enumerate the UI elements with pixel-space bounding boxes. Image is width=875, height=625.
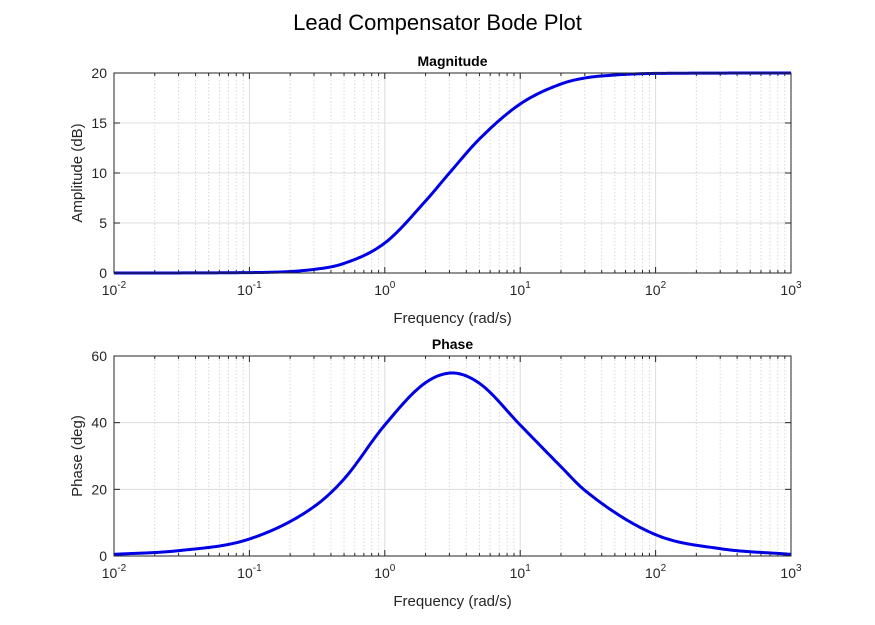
phase-x-tick-label: 10-1 — [237, 563, 262, 581]
phase-y-tick-label: 60 — [91, 348, 107, 364]
phase-y-tick-label: 20 — [91, 481, 107, 497]
phase-x-axis-label: Frequency (rad/s) — [393, 593, 511, 610]
magnitude-y-axis-label: Amplitude (dB) — [69, 123, 86, 222]
magnitude-x-tick-label: 10-1 — [237, 280, 262, 298]
magnitude-panel: 0 5 10 15 20 10-2 10-1 100 101 102 103 Magnitude Fre… — [69, 53, 802, 327]
magnitude-y-tick-label: 15 — [91, 115, 107, 131]
phase-y-axis-label: Phase (deg) — [69, 415, 86, 497]
phase-axes-box — [113, 355, 792, 557]
magnitude-x-tick-label: 101 — [510, 280, 532, 298]
phase-y-tick-label: 40 — [91, 415, 107, 431]
phase-x-tick-label: 100 — [374, 563, 396, 581]
phase-panel: 0 20 40 60 10-2 10-1 100 101 102 103 Phase Frequenc… — [69, 336, 802, 610]
phase-plot-area — [114, 356, 791, 556]
phase-x-tick-label: 103 — [780, 563, 802, 581]
magnitude-x-tick-label: 10-2 — [102, 280, 127, 298]
phase-series-line — [113, 371, 792, 556]
magnitude-y-tick-label: 0 — [99, 265, 107, 281]
magnitude-y-tick-label: 10 — [91, 165, 107, 181]
phase-x-tick-label: 102 — [645, 563, 667, 581]
magnitude-y-tick-label: 5 — [99, 215, 107, 231]
phase-x-tick-label: 101 — [510, 563, 532, 581]
figure-title: Lead Compensator Bode Plot — [293, 10, 582, 35]
magnitude-x-tick-label: 103 — [780, 280, 802, 298]
phase-y-tick-label: 0 — [99, 548, 107, 564]
phase-x-tick-label: 10-2 — [102, 563, 127, 581]
magnitude-panel-title: Magnitude — [418, 53, 488, 69]
magnitude-x-tick-label: 102 — [645, 280, 667, 298]
phase-panel-title: Phase — [432, 336, 473, 352]
magnitude-x-axis-label: Frequency (rad/s) — [393, 310, 511, 327]
magnitude-x-tick-label: 100 — [374, 280, 396, 298]
magnitude-y-tick-label: 20 — [91, 65, 107, 81]
